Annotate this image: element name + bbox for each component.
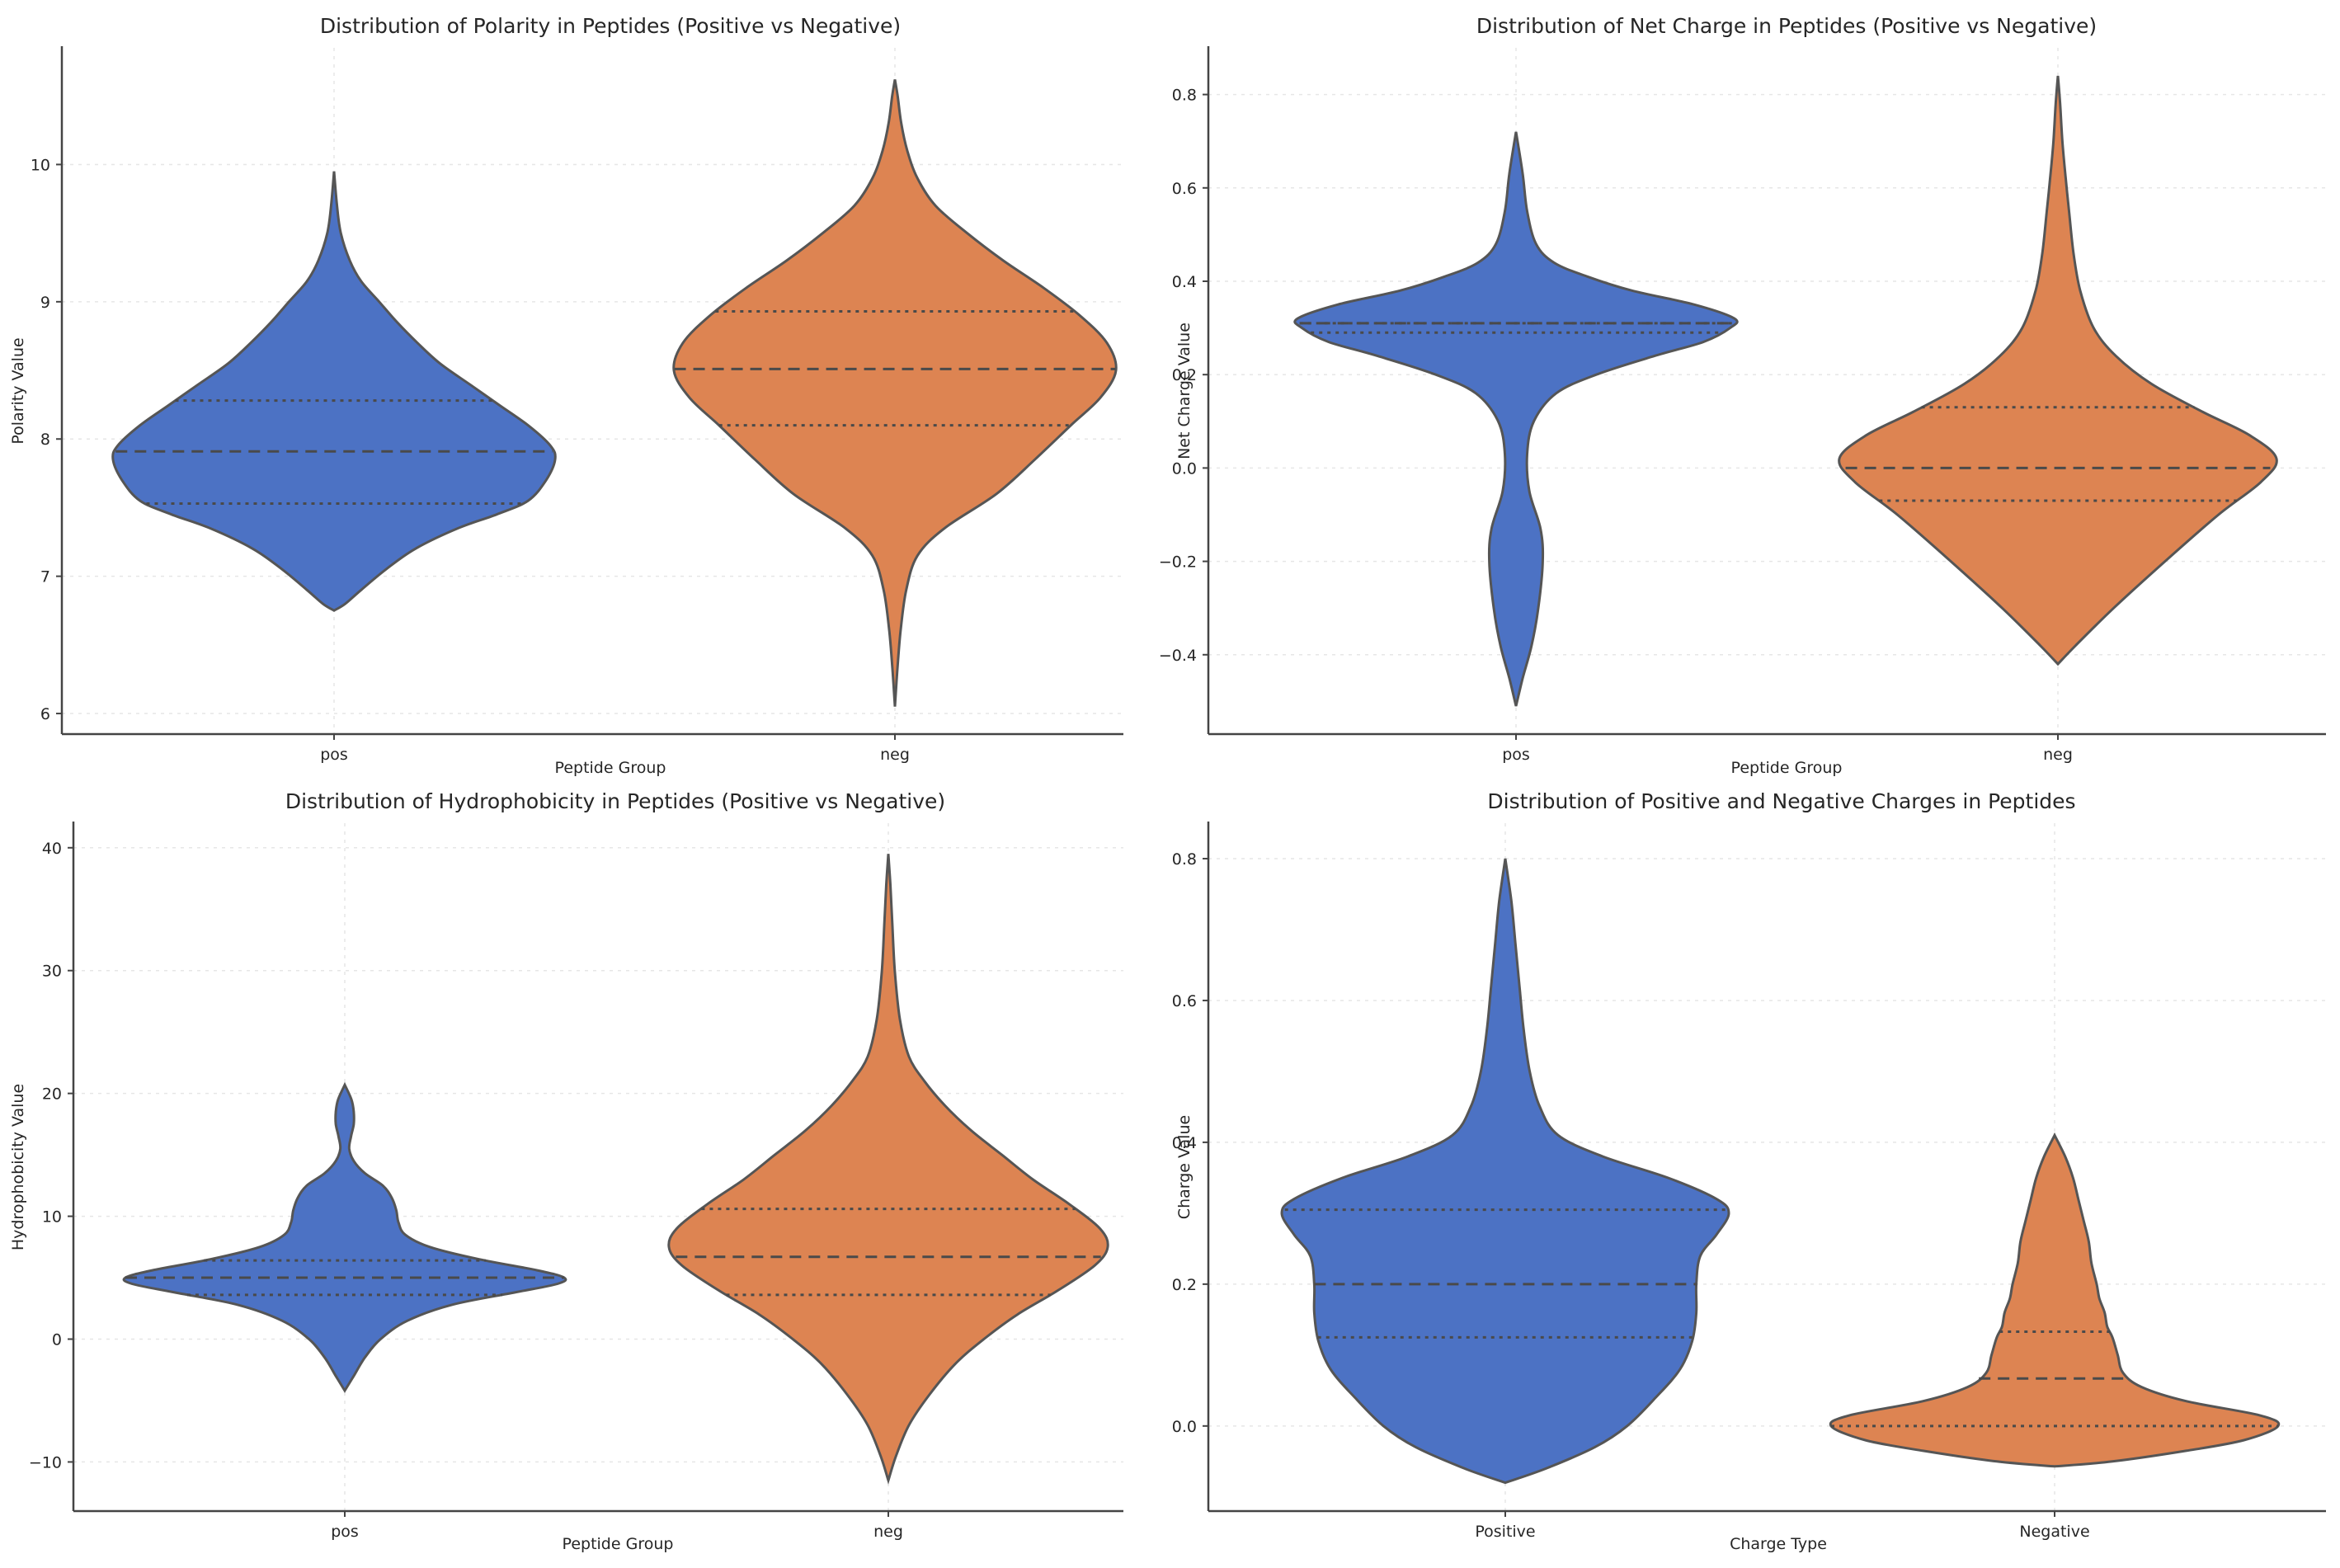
y-tick-label: 20 bbox=[42, 1085, 62, 1104]
violin-neg bbox=[672, 79, 1118, 707]
y-tick-label: 0.8 bbox=[1172, 850, 1197, 869]
y-tick-label: 40 bbox=[42, 840, 62, 858]
y-tick-label: 0.2 bbox=[1172, 1276, 1197, 1294]
y-tick-label: 7 bbox=[40, 568, 50, 586]
x-tick-label-neg: neg bbox=[873, 1523, 903, 1541]
x-axis-label: Charge Type bbox=[1730, 1535, 1827, 1553]
y-tick-label: 0 bbox=[52, 1331, 62, 1349]
y-tick-label: 8 bbox=[40, 431, 50, 449]
y-tick-label: 9 bbox=[40, 294, 50, 312]
x-tick-label-pos: pos bbox=[331, 1523, 359, 1541]
y-tick-label: −10 bbox=[29, 1453, 62, 1471]
y-tick-label: 0.8 bbox=[1172, 87, 1197, 105]
chart-title: Distribution of Hydrophobicity in Peptid… bbox=[285, 789, 945, 813]
y-axis-label: Charge Value bbox=[1175, 1115, 1194, 1219]
y-axis-label: Hydrophobicity Value bbox=[9, 1084, 27, 1250]
y-tick-label: 0.4 bbox=[1172, 1134, 1197, 1152]
hydrophobicity-violin-plot: −10 0 10 20 30 40 pos neg Distribution of Hydrop… bbox=[9, 789, 1123, 1553]
x-tick-label-positive: Positive bbox=[1475, 1523, 1535, 1541]
y-tick-label: 0.2 bbox=[1172, 366, 1197, 384]
violin-positive bbox=[1280, 858, 1730, 1485]
chart-title: Distribution of Positive and Negative Ch… bbox=[1487, 789, 2075, 813]
violin-pos bbox=[1293, 131, 1739, 707]
x-tick-label-neg: neg bbox=[2043, 746, 2073, 764]
y-tick-label: 6 bbox=[40, 705, 50, 723]
y-axis-label: Polarity Value bbox=[9, 337, 27, 444]
chart-title: Distribution of Polarity in Peptides (Po… bbox=[320, 14, 901, 38]
x-tick-label-negative: Negative bbox=[2019, 1523, 2089, 1541]
violin-neg bbox=[1838, 75, 2278, 666]
y-tick-label: 0.0 bbox=[1172, 1418, 1197, 1436]
y-tick-label: 0.0 bbox=[1172, 459, 1197, 478]
y-tick-label: 30 bbox=[42, 963, 62, 981]
y-tick-label: 10 bbox=[31, 156, 50, 174]
x-tick-label-pos: pos bbox=[1502, 746, 1530, 764]
y-tick-label: 0.4 bbox=[1172, 273, 1197, 291]
y-tick-label: −0.4 bbox=[1159, 647, 1197, 665]
violin-pos bbox=[122, 1081, 567, 1393]
violin-pos bbox=[111, 171, 557, 612]
chart-title: Distribution of Net Charge in Peptides (… bbox=[1476, 14, 2097, 38]
x-axis-label: Peptide Group bbox=[555, 759, 666, 777]
y-axis-label: Net Charge Value bbox=[1175, 323, 1194, 459]
x-tick-label-pos: pos bbox=[320, 746, 348, 764]
polarity-violin-plot: 6 7 8 9 10 pos neg Distribution of Polarity in … bbox=[9, 14, 1123, 777]
violin-neg bbox=[667, 854, 1109, 1485]
x-axis-label: Peptide Group bbox=[563, 1535, 674, 1553]
net-charge-violin-plot: −0.4 −0.2 0.0 0.2 0.4 0.6 0.8 pos neg Distributio… bbox=[1159, 14, 2326, 777]
y-tick-label: −0.2 bbox=[1159, 553, 1197, 572]
x-tick-label-neg: neg bbox=[880, 746, 910, 764]
y-tick-label: 10 bbox=[42, 1208, 62, 1227]
violin-negative bbox=[1829, 1132, 2281, 1468]
y-tick-label: 0.6 bbox=[1172, 180, 1197, 198]
y-tick-label: 0.6 bbox=[1172, 992, 1197, 1010]
charge-types-violin-plot: 0.0 0.2 0.4 0.6 0.8 Positive Negative Distribut… bbox=[1172, 789, 2326, 1553]
x-axis-label: Peptide Group bbox=[1731, 759, 1843, 777]
